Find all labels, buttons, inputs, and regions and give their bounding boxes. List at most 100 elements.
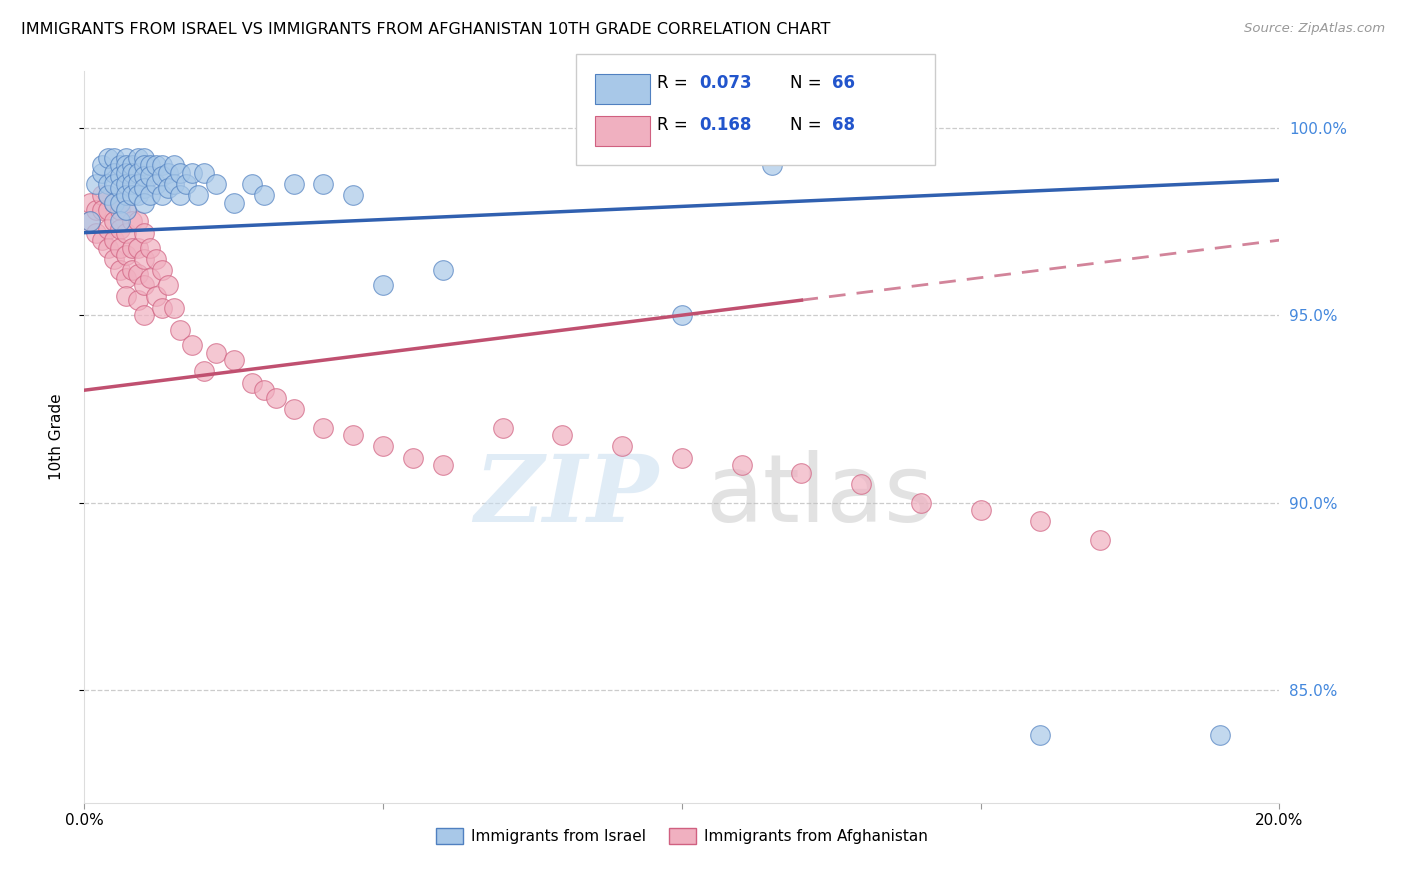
Text: 68: 68 <box>832 116 855 134</box>
Point <box>253 383 276 397</box>
Point <box>86 226 108 240</box>
Point <box>132 158 156 172</box>
Point <box>127 151 149 165</box>
Point <box>103 195 125 210</box>
Point <box>97 241 120 255</box>
Point <box>103 195 125 210</box>
Point <box>373 278 395 293</box>
Point <box>205 177 228 191</box>
Point <box>103 177 125 191</box>
Point <box>132 252 156 266</box>
Point <box>121 241 143 255</box>
Point <box>79 214 101 228</box>
Point <box>150 188 173 202</box>
Point <box>253 188 276 202</box>
Point <box>264 391 287 405</box>
Point <box>240 376 263 390</box>
Point <box>132 180 156 194</box>
Point <box>851 477 873 491</box>
Point <box>121 177 143 191</box>
Point <box>121 188 143 202</box>
Point <box>115 248 138 262</box>
Point <box>127 267 149 281</box>
Point <box>103 252 125 266</box>
Point <box>612 440 634 454</box>
Point <box>205 345 228 359</box>
Point <box>240 177 263 191</box>
Point <box>145 252 167 266</box>
Point <box>139 188 162 202</box>
Point <box>181 166 204 180</box>
Text: R =: R = <box>657 74 693 92</box>
Point <box>115 226 138 240</box>
Point <box>103 214 125 228</box>
Text: atlas: atlas <box>706 450 934 541</box>
Point <box>312 177 335 191</box>
Point <box>132 226 156 240</box>
Point <box>115 289 138 303</box>
Text: R =: R = <box>657 116 693 134</box>
Point <box>132 151 156 165</box>
Point <box>110 263 132 277</box>
Point <box>86 177 108 191</box>
Point <box>132 195 156 210</box>
Point <box>127 177 149 191</box>
Text: N =: N = <box>790 116 827 134</box>
Point <box>222 195 245 210</box>
Point <box>342 188 364 202</box>
Point <box>115 188 138 202</box>
Point <box>145 158 167 172</box>
Point <box>115 166 138 180</box>
Point <box>174 177 197 191</box>
Point <box>432 458 454 473</box>
Point <box>103 151 125 165</box>
Point <box>115 203 138 218</box>
Point <box>139 169 162 184</box>
Text: Source: ZipAtlas.com: Source: ZipAtlas.com <box>1244 22 1385 36</box>
Point <box>1029 515 1052 529</box>
Point <box>127 293 149 308</box>
Point <box>283 177 305 191</box>
Point <box>193 166 215 180</box>
Point <box>127 214 149 228</box>
Point <box>115 270 138 285</box>
Point <box>145 289 167 303</box>
Point <box>169 188 191 202</box>
Point <box>115 203 138 218</box>
Point <box>731 458 754 473</box>
Point <box>492 420 515 434</box>
Point <box>790 466 813 480</box>
Point <box>110 180 132 194</box>
Point <box>132 169 156 184</box>
Point <box>115 151 138 165</box>
Point <box>150 263 173 277</box>
Point <box>97 151 120 165</box>
Point <box>79 195 101 210</box>
Point <box>145 177 167 191</box>
Text: 0.168: 0.168 <box>699 116 751 134</box>
Point <box>163 177 186 191</box>
Point <box>671 450 693 465</box>
Point <box>222 353 245 368</box>
Point <box>432 263 454 277</box>
Point <box>110 195 132 210</box>
Point <box>103 233 125 247</box>
Point <box>121 166 143 180</box>
Point <box>150 158 173 172</box>
Point <box>127 188 149 202</box>
Point <box>402 450 425 465</box>
Point <box>970 503 993 517</box>
Point <box>671 308 693 322</box>
Y-axis label: 10th Grade: 10th Grade <box>49 393 63 481</box>
Point <box>91 166 114 180</box>
Point <box>110 158 132 172</box>
Point <box>910 496 932 510</box>
Point <box>127 241 149 255</box>
Point <box>139 158 162 172</box>
Point <box>97 188 120 202</box>
Point <box>551 428 574 442</box>
Point <box>97 222 120 236</box>
Point <box>91 233 114 247</box>
Point <box>86 203 108 218</box>
Point <box>169 323 191 337</box>
